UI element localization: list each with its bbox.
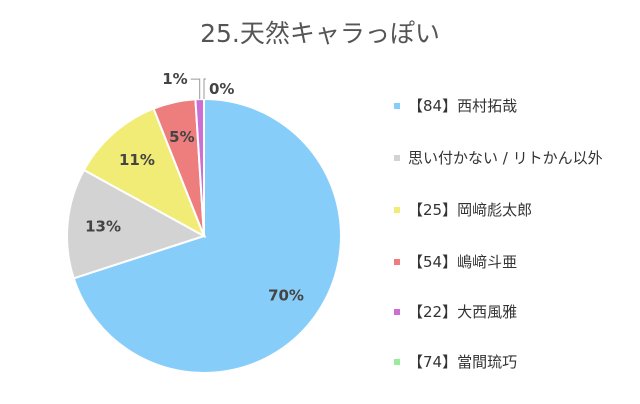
legend-item: 【84】西村拓哉 — [394, 96, 517, 116]
legend-label: 【54】嶋﨑斗亜 — [408, 253, 518, 271]
legend-label: 思い付かない / リトかん以外 — [408, 149, 603, 167]
chart-title: 25.天然キャラっぽい — [200, 19, 440, 48]
legend-label: 【25】岡﨑彪太郎 — [408, 201, 533, 219]
legend-swatch — [394, 258, 400, 265]
legend-label: 【84】西村拓哉 — [408, 97, 518, 115]
slice-label: 1% — [162, 70, 187, 88]
legend-swatch — [394, 102, 400, 109]
legend-label: 【22】大西風雅 — [408, 303, 518, 321]
legend-item: 【54】嶋﨑斗亜 — [394, 252, 517, 272]
legend-item: 【74】當間琉巧 — [394, 352, 517, 372]
pie-slice — [82, 107, 206, 239]
leader-line — [203, 78, 206, 99]
legend-swatch — [394, 358, 400, 365]
pie-slice — [66, 168, 207, 280]
slice-label: 11% — [119, 151, 155, 169]
legend-item: 【25】岡﨑彪太郎 — [394, 200, 532, 220]
leader-line — [190, 78, 201, 100]
legend-label: 【74】當間琉巧 — [408, 353, 518, 371]
legend-item: 【22】大西風雅 — [394, 302, 517, 322]
slice-label: 0% — [209, 80, 234, 98]
legend-swatch — [394, 206, 400, 213]
slice-label: 70% — [268, 287, 304, 305]
pie-slice — [72, 97, 342, 374]
legend-swatch — [394, 308, 400, 315]
legend-swatch — [394, 154, 400, 161]
legend-item: 思い付かない / リトかん以外 — [394, 148, 603, 168]
slice-label: 13% — [85, 217, 121, 235]
slice-label: 5% — [169, 128, 194, 146]
